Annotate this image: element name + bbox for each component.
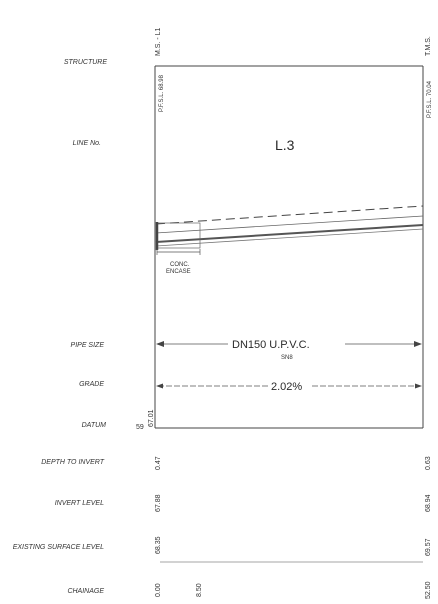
invert-level-right: 68.94 bbox=[425, 494, 432, 512]
row-label-structure: STRUCTURE bbox=[64, 59, 107, 66]
row-label-existing-surface-level: EXISTING SURFACE LEVEL bbox=[13, 544, 104, 551]
existing-surface-level-right: 69.57 bbox=[425, 538, 432, 556]
datum-value: 59 bbox=[136, 424, 144, 431]
surface-dashed-line bbox=[155, 205, 424, 225]
pipe-size-arrow-right bbox=[414, 341, 422, 347]
structure-right-name: T.M.S. bbox=[425, 36, 432, 56]
row-label-datum: DATUM bbox=[82, 422, 107, 429]
depth-to-invert-right: 0.63 bbox=[425, 456, 432, 470]
pipe-invert-line bbox=[155, 224, 424, 243]
encase-label-line2: ENCASE bbox=[166, 269, 191, 275]
structure-left-name: M.S. - L1 bbox=[155, 27, 162, 56]
row-label-depth-to-invert: DEPTH TO INVERT bbox=[41, 459, 104, 466]
chainage-mid: 8.50 bbox=[196, 583, 203, 597]
pipe-size-label: DN150 U.P.V.C. bbox=[232, 339, 310, 351]
invert-level-left: 67.88 bbox=[155, 494, 162, 512]
pipe-size-arrow-left bbox=[156, 341, 164, 347]
pipe-top-line bbox=[155, 215, 424, 234]
pfsl-right-label: P.F.S.L. 70.04 bbox=[427, 80, 433, 118]
row-label-pipe-size: PIPE SIZE bbox=[71, 342, 105, 349]
chainage-end: 52.50 bbox=[425, 581, 432, 599]
encase-label-line1: CONC. bbox=[170, 262, 190, 268]
row-label-grade: GRADE bbox=[79, 381, 104, 388]
pipe-bedding-line bbox=[155, 228, 424, 247]
row-label-line-no: LINE No. bbox=[73, 140, 101, 147]
grade-label: 2.02% bbox=[271, 381, 302, 393]
grade-arrow-left bbox=[156, 383, 163, 389]
chainage-start: 0.00 bbox=[155, 583, 162, 597]
pipe-class-label: SN8 bbox=[281, 355, 293, 361]
depth-to-invert-left: 0.47 bbox=[155, 456, 162, 470]
row-label-invert-level: INVERT LEVEL bbox=[55, 500, 104, 507]
line-number-label: L.3 bbox=[275, 137, 295, 153]
pfsl-left-label: P.F.S.L. 68.98 bbox=[159, 74, 165, 112]
existing-surface-level-left: 68.35 bbox=[155, 536, 162, 554]
grade-arrow-right bbox=[415, 383, 422, 389]
row-label-chainage: CHAINAGE bbox=[67, 588, 104, 595]
datum-level: 67.01 bbox=[148, 409, 155, 427]
